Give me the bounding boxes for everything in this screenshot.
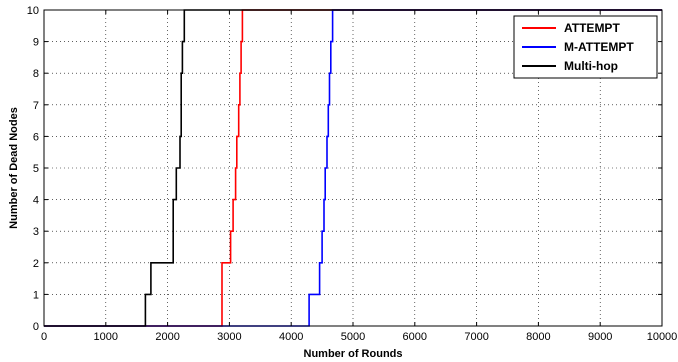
legend-label-multi-hop: Multi-hop <box>564 59 618 73</box>
y-tick-label: 6 <box>33 131 39 143</box>
series-layer <box>44 9 662 327</box>
x-tick-label: 0 <box>41 331 47 343</box>
legend-label-m-attempt: M-ATTEMPT <box>564 40 634 54</box>
x-tick-label: 3000 <box>217 331 241 343</box>
x-tick-label: 4000 <box>279 331 303 343</box>
x-tick-label: 1000 <box>94 331 118 343</box>
x-tick-label: 10000 <box>647 331 678 343</box>
series-line-m-attempt <box>44 9 662 327</box>
legend: ATTEMPT M-ATTEMPT Multi-hop <box>513 15 658 79</box>
series-line-attempt <box>44 9 662 327</box>
y-tick-label: 5 <box>33 163 39 175</box>
y-tick-label: 10 <box>27 5 39 17</box>
y-tick-label: 9 <box>33 37 39 49</box>
y-tick-label: 7 <box>33 100 39 112</box>
x-tick-label: 2000 <box>155 331 179 343</box>
y-tick-label: 3 <box>33 226 39 238</box>
x-tick-label: 6000 <box>403 331 427 343</box>
y-tick-label: 0 <box>33 321 39 333</box>
x-tick-label: 7000 <box>464 331 488 343</box>
y-tick-label: 4 <box>33 195 39 207</box>
grid-lines <box>44 10 662 326</box>
y-tick-label: 2 <box>33 258 39 270</box>
legend-label-attempt: ATTEMPT <box>564 21 620 35</box>
y-tick-label: 1 <box>33 289 39 301</box>
x-tick-label: 9000 <box>588 331 612 343</box>
series-line-multi-hop <box>44 9 662 327</box>
x-tick-label: 8000 <box>526 331 550 343</box>
axis-ticks: 0 1000 2000 3000 4000 5000 6000 7000 8000 9000 100… <box>27 5 678 343</box>
y-tick-label: 8 <box>33 68 39 80</box>
y-axis-label: Number of Dead Nodes <box>8 107 20 229</box>
x-tick-label: 5000 <box>341 331 365 343</box>
x-axis-label: Number of Rounds <box>304 348 403 360</box>
